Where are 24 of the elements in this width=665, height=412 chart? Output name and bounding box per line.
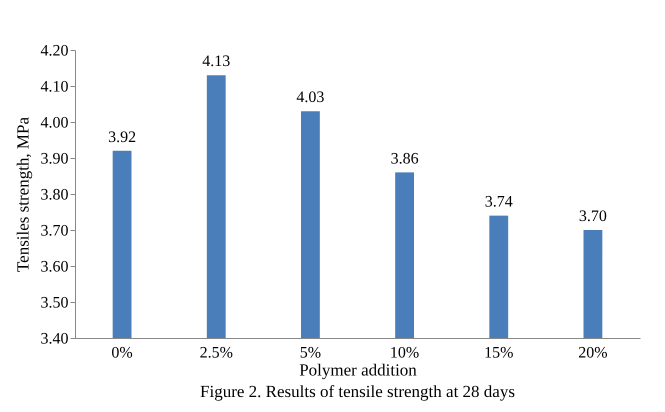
data-label: 3.70 <box>578 208 607 225</box>
y-tick-label: 3.90 <box>40 150 68 168</box>
y-tick-label: 4.10 <box>40 78 68 96</box>
y-tick-label: 3.70 <box>40 222 68 240</box>
x-tick-label: 10% <box>390 344 420 362</box>
x-tick-label: 20% <box>578 344 608 362</box>
y-tick-label: 3.80 <box>40 186 68 204</box>
caption: Figure 2. Results of tensile strength at 28 days <box>200 382 515 401</box>
y-tick-label: 4.00 <box>40 114 68 132</box>
y-tick-label: 4.20 <box>40 42 68 60</box>
x-axis-title: Polymer addition <box>299 360 418 380</box>
x-tick-label: 15% <box>484 344 514 362</box>
y-tick-label: 3.60 <box>40 258 68 276</box>
data-label: 4.13 <box>202 53 230 70</box>
data-label: 3.86 <box>390 150 419 168</box>
data-label: 4.03 <box>296 89 324 106</box>
x-tick-label: 0% <box>111 344 133 362</box>
x-tick-label: 5% <box>300 344 322 362</box>
data-label: 3.74 <box>484 194 513 211</box>
y-tick-label: 3.50 <box>40 294 68 312</box>
y-tick-label: 3.40 <box>40 330 68 348</box>
data-label: 3.92 <box>108 128 136 146</box>
y-axis-title: Tensiles strength, MPa <box>14 116 32 272</box>
x-tick-label: 2.5% <box>200 344 233 362</box>
